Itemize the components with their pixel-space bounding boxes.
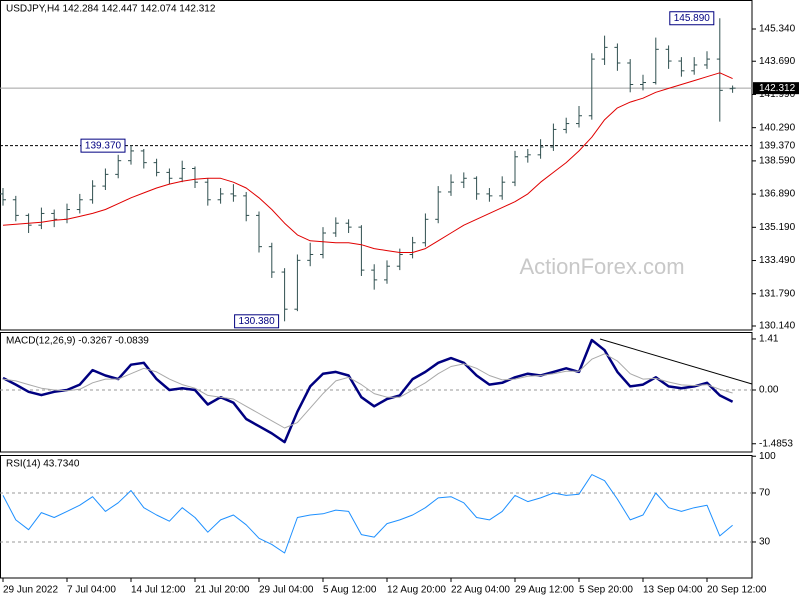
y-tick-label: 131.790 — [759, 288, 796, 299]
y-tick-label: 1.41 — [759, 334, 779, 345]
panel-title: USDJPY,H4 142.284 142.447 142.074 142.31… — [6, 4, 216, 15]
y-tick-label: 140.290 — [759, 122, 796, 133]
x-tick-label: 12 Aug 20:00 — [387, 585, 446, 596]
trend-line — [599, 338, 753, 385]
series-line — [2, 353, 733, 429]
series-line — [2, 474, 733, 554]
panel-title: RSI(14) 43.7340 — [6, 459, 80, 470]
annotation-label: 145.890 — [674, 13, 711, 24]
rsi-panel — [0, 455, 753, 579]
y-tick-label: 133.490 — [759, 255, 796, 266]
annotation-label: 139.370 — [85, 140, 122, 151]
x-tick-label: 21 Jul 20:00 — [195, 585, 250, 596]
x-tick-label: 7 Jul 04:00 — [67, 585, 116, 596]
x-tick-label: 29 Jun 2022 — [3, 585, 58, 596]
annotation-label: 130.380 — [239, 316, 276, 327]
y-tick-label: 135.190 — [759, 222, 796, 233]
y-tick-label: 30 — [759, 537, 771, 548]
panel-title: MACD(12,26,9) -0.3267 -0.0839 — [6, 336, 149, 347]
y-tick-label: 136.890 — [759, 189, 796, 200]
x-tick-label: 5 Aug 12:00 — [323, 585, 377, 596]
y-tick-label: 130.140 — [759, 321, 796, 332]
series-line — [2, 338, 734, 444]
x-tick-label: 13 Sep 04:00 — [643, 585, 703, 596]
y-tick-label: 143.690 — [759, 56, 796, 67]
price-label: 139.370 — [759, 140, 796, 151]
annotation-box — [669, 11, 715, 26]
x-tick-label: 5 Sep 20:00 — [579, 585, 633, 596]
x-tick-label: 29 Aug 12:00 — [515, 585, 574, 596]
y-tick-label: 141.990 — [759, 89, 796, 100]
watermark: ActionForex.com — [519, 254, 684, 279]
x-tick-label: 22 Aug 04:00 — [451, 585, 510, 596]
annotation-box — [234, 314, 280, 329]
price-panel — [0, 0, 753, 331]
annotation-box — [80, 138, 126, 153]
y-tick-label: 70 — [759, 488, 771, 499]
y-tick-label: 138.590 — [759, 156, 796, 167]
macd-panel — [0, 332, 753, 453]
x-tick-label: 14 Jul 12:00 — [131, 585, 186, 596]
y-tick-label: 145.340 — [759, 24, 796, 35]
x-tick-label: 20 Sep 12:00 — [707, 585, 767, 596]
price-label-box — [753, 82, 799, 95]
y-tick-label: 100 — [759, 451, 776, 462]
x-tick-label: 29 Jul 04:00 — [259, 585, 314, 596]
price-label-box — [753, 139, 799, 152]
y-tick-label: 0.00 — [759, 385, 779, 396]
price-label: 142.312 — [759, 83, 796, 94]
y-tick-label: -1.4853 — [759, 438, 793, 449]
series-line — [2, 72, 733, 253]
